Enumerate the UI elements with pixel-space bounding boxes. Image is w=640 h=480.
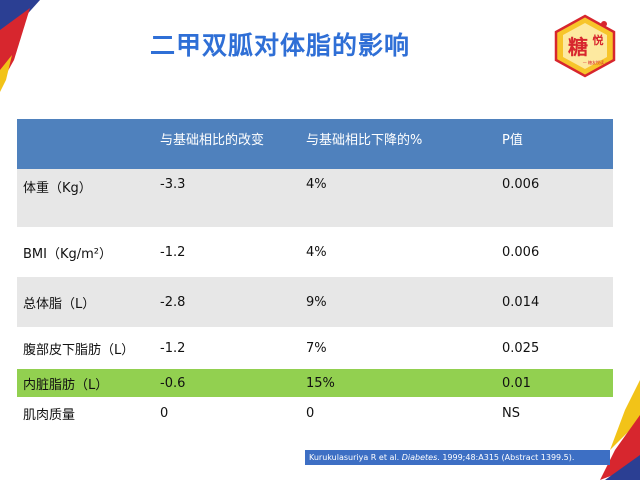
table-row: BMI（Kg/m²） -1.2 4% 0.006 [17,227,613,277]
row-change: -3.3 [160,177,186,192]
table-row: 腹部皮下脂肪（L） -1.2 7% 0.025 [17,327,613,369]
table-header-row: 与基础相比的改变 与基础相比下降的% P值 [17,119,613,169]
row-p-value: 0.006 [502,244,540,260]
row-label: 总体脂（L） [23,296,96,312]
logo-badge: 糖 悦 — 糖友悦读 — [554,14,616,78]
top-left-decoration [0,0,40,92]
row-label: 内脏脂肪（L） [23,377,109,393]
citation-bar: Kurukulasuriya R et al. Diabetes. 1999;4… [305,450,610,465]
row-label: BMI（Kg/m²） [23,246,113,262]
header-cell-change: 与基础相比的改变 [160,133,265,148]
row-percent: 7% [306,340,327,356]
citation-authors: Kurukulasuriya R et al. [309,453,400,462]
table-row: 体重（Kg） -3.3 4% 0.006 [17,169,613,227]
row-label: 体重（Kg） [23,181,92,196]
row-percent: 15% [306,375,335,391]
row-label: 肌肉质量 [23,407,76,423]
header-cell-percent: 与基础相比下降的% [306,133,423,148]
row-percent: 4% [306,177,327,192]
row-p-value: NS [502,405,520,421]
row-percent: 4% [306,244,327,260]
table-row-highlighted: 内脏脂肪（L） -0.6 15% 0.01 [17,369,613,397]
row-change: -1.2 [160,244,186,260]
row-change: -1.2 [160,340,186,356]
header-cell-p-value: P值 [502,133,523,148]
row-percent: 9% [306,294,327,310]
bottom-right-decoration [600,380,640,480]
row-label: 腹部皮下脂肪（L） [23,342,135,358]
logo-tagline: — 糖友悦读 — [583,59,610,65]
row-change: 0 [160,405,169,421]
row-p-value: 0.025 [502,340,540,356]
logo-side-text: 悦 [593,33,604,47]
row-p-value: 0.014 [502,294,540,310]
row-p-value: 0.006 [502,177,540,192]
row-change: -2.8 [160,294,186,310]
row-change: -0.6 [160,375,186,391]
citation-details: . 1999;48:A315 (Abstract 1399.5). [437,453,575,462]
logo-main-text: 糖 [568,35,588,59]
page-title: 二甲双胍对体脂的影响 [150,31,411,60]
row-p-value: 0.01 [502,375,531,391]
table-row: 肌肉质量 0 0 NS [17,397,613,429]
citation-journal: Diabetes [401,453,438,462]
row-percent: 0 [306,405,315,421]
table-row: 总体脂（L） -2.8 9% 0.014 [17,277,613,327]
